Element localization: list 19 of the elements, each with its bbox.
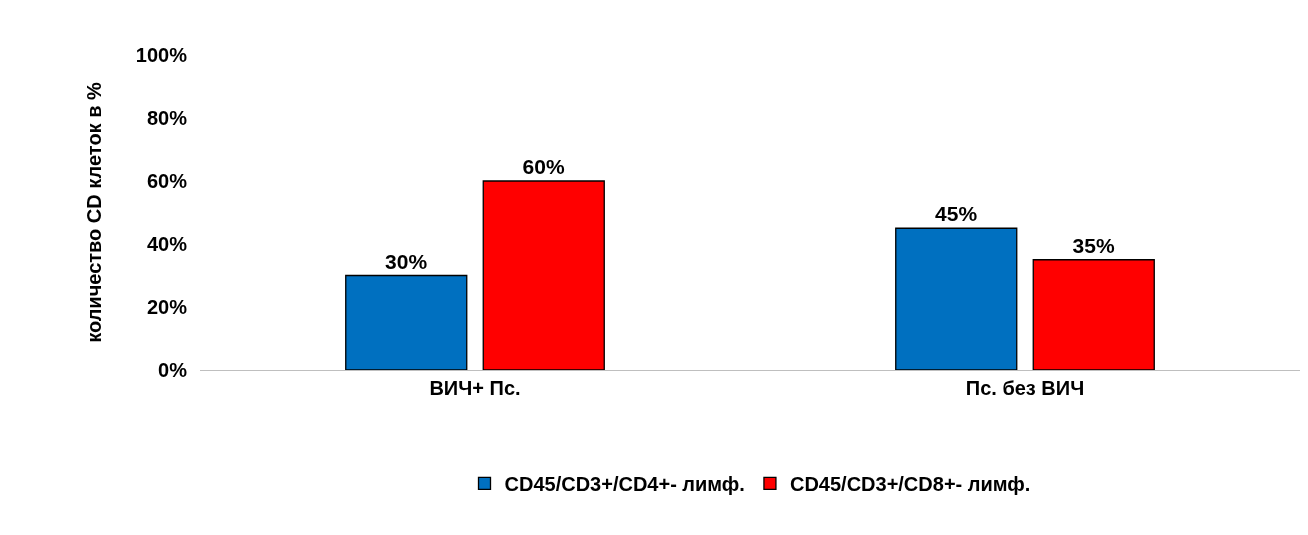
- data-label: 45%: [935, 202, 978, 226]
- y-tick-label: 80%: [146, 107, 188, 129]
- bar: [1032, 259, 1155, 370]
- data-label: 30%: [385, 249, 428, 273]
- y-tick-label: 40%: [146, 233, 188, 255]
- y-tick-label: 60%: [146, 170, 188, 192]
- y-axis-title: количество CD клеток в %: [83, 81, 106, 343]
- y-tick-label: 20%: [146, 296, 188, 318]
- data-label: 35%: [1072, 233, 1115, 257]
- legend-label: CD45/CD3+/CD8+- лимф.: [789, 473, 1031, 496]
- legend-label: CD45/CD3+/CD4+- лимф.: [504, 473, 745, 496]
- y-tick-label: 100%: [135, 44, 188, 66]
- bar: [482, 180, 605, 370]
- data-label: 60%: [522, 155, 565, 178]
- x-tick-label: ВИЧ+ Пс.: [429, 377, 521, 400]
- y-tick-label: 0%: [158, 359, 188, 381]
- bar: [895, 227, 1018, 370]
- x-tick-label: Пс. без ВИЧ: [965, 377, 1085, 400]
- bar: [345, 274, 468, 370]
